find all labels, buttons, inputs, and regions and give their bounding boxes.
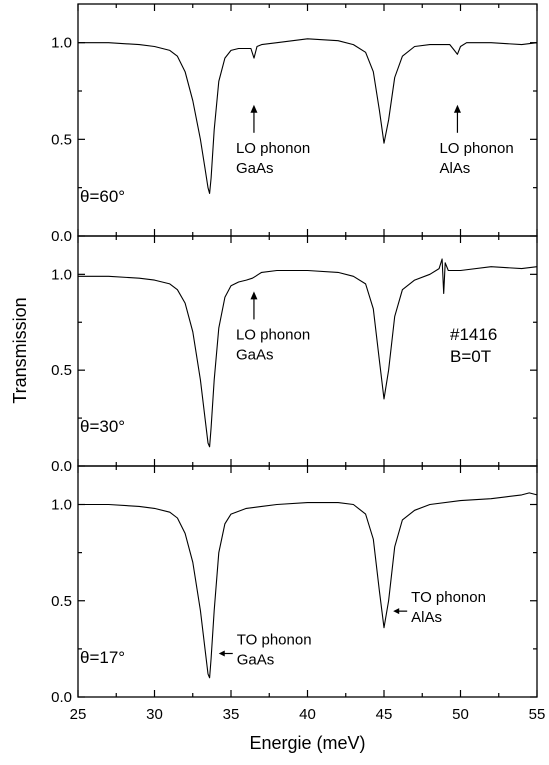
y-tick-label: 0.0 (51, 458, 72, 475)
transmission-line (78, 492, 538, 679)
x-tick-label: 40 (299, 706, 316, 723)
annotation-arrowhead (453, 104, 461, 113)
theta-label: θ=60° (80, 187, 125, 206)
y-tick-label: 0.0 (51, 228, 72, 245)
annotation-text: GaAs (237, 652, 275, 669)
panels-group: 0.0 0.5 1.0 θ=60° LO phonon GaAs LO phonon AlAs… (51, 3, 546, 723)
y-tick-label: 1.0 (51, 266, 72, 283)
annotation-arrowhead (218, 650, 225, 657)
transmission-line (78, 38, 538, 195)
x-tick-label: 25 (70, 706, 87, 723)
y-tick-label: 0.0 (51, 689, 72, 706)
field-label: B=0T (450, 347, 491, 366)
annotation-text: TO phonon (237, 632, 312, 649)
x-tick-label: 35 (223, 706, 240, 723)
x-tick-label: 55 (529, 706, 546, 723)
annotation-text: AlAs (439, 160, 470, 177)
x-tick-label: 50 (452, 706, 469, 723)
y-tick-label: 0.5 (51, 362, 72, 379)
annotation-text: LO phonon (236, 326, 310, 343)
y-tick-label: 1.0 (51, 497, 72, 514)
x-tick-label: 45 (376, 706, 393, 723)
annotation-text: GaAs (236, 346, 274, 363)
x-axis-title: Energie (meV) (249, 733, 365, 753)
annotation-text: LO phonon (439, 140, 513, 157)
theta-label: θ=30° (80, 417, 125, 436)
theta-label: θ=17° (80, 648, 125, 667)
y-tick-label: 0.5 (51, 131, 72, 148)
annotation-text: GaAs (236, 160, 274, 177)
transmission-line (78, 258, 538, 448)
panel-3: 0.0 0.5 1.0 θ=17° TO phonon GaAs TO phonon AlAs (51, 465, 538, 706)
sample-label: #1416 (450, 325, 497, 344)
annotation-text: TO phonon (411, 589, 486, 606)
annotation-arrowhead (393, 608, 400, 615)
y-tick-label: 1.0 (51, 35, 72, 52)
panel-1: 0.0 0.5 1.0 θ=60° LO phonon GaAs LO phonon AlAs (51, 3, 538, 245)
x-tick-label: 30 (146, 706, 163, 723)
y-tick-label: 0.5 (51, 593, 72, 610)
annotation-arrowhead (250, 104, 258, 113)
annotation-text: AlAs (411, 609, 442, 626)
annotation-text: LO phonon (236, 140, 310, 157)
panel-2: 0.0 0.5 1.0 θ=30° LO phonon GaAs (51, 235, 538, 475)
annotation-arrowhead (250, 291, 258, 300)
y-axis-title: Transmission (10, 297, 30, 403)
